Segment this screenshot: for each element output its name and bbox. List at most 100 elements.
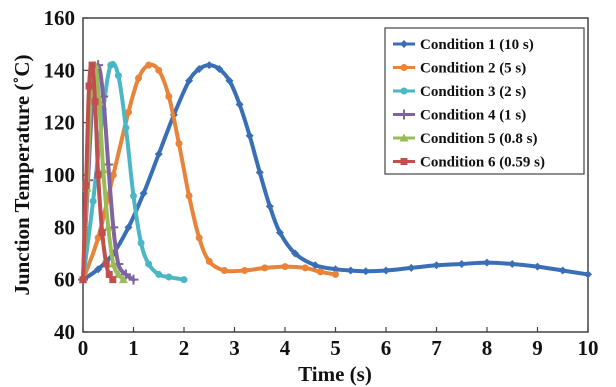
series-3-point xyxy=(155,270,163,278)
legend-item: Condition 5 (0.8 s) xyxy=(393,131,538,147)
x-axis-ticks: 0 1 2 3 4 5 6 7 8 9 10 xyxy=(78,327,599,360)
series-1-point xyxy=(94,265,103,274)
series-1-point xyxy=(124,223,133,232)
legend: Condition 1 (10 s) Condition 2 (5 s) Condi… xyxy=(384,27,585,175)
legend-label: Condition 1 (10 s) xyxy=(420,37,534,53)
series-2-point xyxy=(185,192,193,200)
series-1-point xyxy=(235,100,244,109)
series-1-point xyxy=(195,65,204,74)
y-tick-label: 60 xyxy=(54,268,75,292)
legend-item: Condition 4 (1 s) xyxy=(393,108,526,124)
x-tick-label: 6 xyxy=(381,336,392,360)
series-1-point xyxy=(245,131,254,140)
x-tick-label: 5 xyxy=(330,336,341,360)
series-1-point xyxy=(584,270,592,279)
y-tick-label: 40 xyxy=(54,320,75,344)
x-tick-label: 4 xyxy=(280,336,291,360)
x-tick-label: 10 xyxy=(578,336,599,360)
x-tick-label: 7 xyxy=(431,336,442,360)
legend-label: Condition 4 (1 s) xyxy=(420,108,526,124)
series-6-point xyxy=(98,229,106,237)
series-2-point xyxy=(155,66,163,74)
series-3-point xyxy=(130,192,137,200)
x-tick-label: 0 xyxy=(78,336,89,360)
series-1-point xyxy=(432,261,441,270)
x-tick-label: 2 xyxy=(179,336,190,360)
series-6-point xyxy=(109,276,117,284)
series-1-point xyxy=(275,228,284,237)
series-2-point xyxy=(124,108,132,116)
legend-item: Condition 3 (2 s) xyxy=(393,84,526,100)
series-6-point xyxy=(102,260,110,268)
x-tick-label: 1 xyxy=(128,336,139,360)
series-2-point xyxy=(241,267,249,275)
series-2-point xyxy=(135,74,143,82)
series-6 xyxy=(79,61,117,284)
series-1-point xyxy=(457,259,466,268)
series-3-point xyxy=(107,61,115,69)
series-3-point xyxy=(180,276,188,284)
series-6-point xyxy=(88,61,96,69)
y-tick-label: 160 xyxy=(44,6,76,30)
series-1-point xyxy=(483,258,491,267)
legend-item: Condition 6 (0.59 s) xyxy=(393,155,545,171)
legend-swatch-marker xyxy=(399,109,409,120)
series-1-point xyxy=(225,76,234,85)
series-6-point xyxy=(91,98,99,106)
series-1-point xyxy=(361,267,370,276)
series-1-point xyxy=(533,262,542,271)
series-5-point xyxy=(108,259,118,268)
series-1-point xyxy=(291,249,300,258)
legend-swatch-marker xyxy=(400,158,408,165)
legend-label: Condition 6 (0.59 s) xyxy=(420,155,545,171)
series-2-point xyxy=(301,264,309,272)
y-tick-label: 100 xyxy=(44,163,76,187)
series-1-point xyxy=(154,150,163,159)
series-5-point xyxy=(98,165,108,174)
series-1-point xyxy=(346,266,355,275)
y-tick-label: 80 xyxy=(54,215,75,239)
series-6-point xyxy=(85,82,93,90)
series-1-point xyxy=(139,189,148,198)
series-3-point xyxy=(145,260,153,268)
series-1-point xyxy=(185,76,194,85)
legend-label: Condition 5 (0.8 s) xyxy=(420,131,538,147)
series-2-point xyxy=(205,257,213,265)
legend-swatch-marker xyxy=(399,133,409,142)
series-layer xyxy=(78,60,592,285)
series-2-point xyxy=(109,171,117,179)
legend-label: Condition 3 (2 s) xyxy=(420,84,526,100)
x-tick-label: 9 xyxy=(532,336,543,360)
series-3-point xyxy=(137,239,145,247)
series-3-point xyxy=(122,124,130,132)
series-2-point xyxy=(220,267,228,275)
series-1-point xyxy=(215,65,224,74)
y-axis-ticks: 40 60 80 100 120 140 160 xyxy=(44,6,88,344)
x-tick-label: 8 xyxy=(482,336,493,360)
series-1-point xyxy=(558,266,567,275)
series-4-point xyxy=(103,159,114,170)
y-tick-label: 120 xyxy=(44,111,76,135)
series-2-point xyxy=(316,268,324,276)
series-5-point xyxy=(113,269,123,278)
legend-label: Condition 2 (5 s) xyxy=(420,61,526,77)
series-2-point xyxy=(332,270,339,278)
legend-item: Condition 2 (5 s) xyxy=(393,61,526,77)
series-6-point xyxy=(105,270,113,278)
series-2-point xyxy=(165,93,173,100)
series-3-point xyxy=(89,197,97,205)
series-1-point xyxy=(205,61,214,70)
series-1-point xyxy=(265,202,274,211)
series-2-point xyxy=(145,61,153,69)
series-2-point xyxy=(175,140,183,148)
series-1-point xyxy=(255,168,264,177)
series-1-point xyxy=(407,263,416,272)
series-3-point xyxy=(165,273,173,281)
legend-swatch-marker xyxy=(400,87,408,95)
series-1-point xyxy=(508,259,517,268)
y-axis-title: Junction Temperature (˚C) xyxy=(10,54,34,295)
series-1-point xyxy=(382,266,390,275)
series-6-point xyxy=(82,181,90,189)
